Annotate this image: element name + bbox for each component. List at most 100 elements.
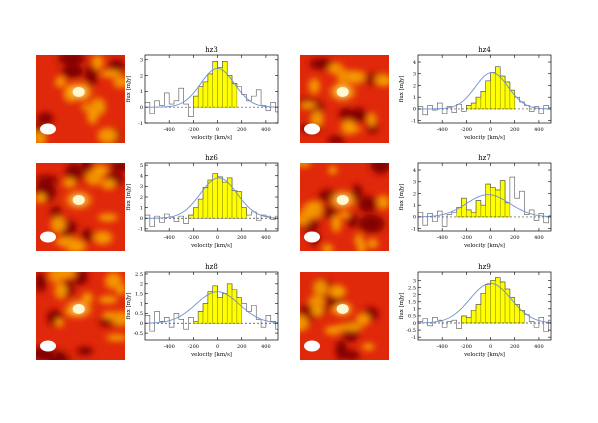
x-tick-label: 400: [534, 344, 544, 350]
intensity-map: [300, 163, 389, 251]
y-tick-label: 3: [413, 278, 416, 284]
y-tick-label: 3: [140, 184, 143, 190]
spectrum-bar: [241, 207, 247, 219]
x-axis-label: velocity [km/s]: [190, 243, 232, 249]
y-axis-label: flux [mJy]: [399, 184, 405, 211]
spectrum-bar: [217, 176, 223, 219]
spectrum-bar: [466, 209, 472, 218]
y-tick-label: 0.5: [408, 314, 416, 320]
gaussian-fit: [418, 194, 551, 218]
spectrum-bar: [509, 297, 515, 324]
x-tick-label: 400: [534, 235, 544, 241]
gaussian-fit: [145, 291, 278, 324]
spectrum-bar: [217, 67, 223, 108]
spectrum-bar: [193, 207, 199, 219]
spectrum-bar: [207, 73, 213, 108]
y-tick-label: 0: [413, 321, 416, 327]
y-axis-label: flux [mJy]: [126, 76, 132, 103]
x-tick-label: -200: [188, 344, 199, 350]
spectrum-bar: [480, 293, 486, 324]
spectrum-bar: [236, 191, 242, 219]
spectrum-bar: [475, 96, 482, 110]
y-axis-label: flux [mJy]: [399, 76, 405, 103]
beam-ellipse: [304, 231, 320, 243]
spectrum-bar: [490, 187, 496, 218]
spectrum-bar: [226, 75, 233, 108]
spectrum-bar: [222, 181, 228, 219]
spectrum-bar: [217, 297, 223, 324]
spectrum-bar: [212, 173, 218, 219]
panel-title: hz4: [478, 46, 491, 54]
x-axis-label: velocity [km/s]: [190, 352, 232, 358]
x-tick-label: 0: [216, 127, 219, 133]
y-tick-label: -1: [411, 226, 416, 232]
y-tick-label: 2: [140, 73, 143, 79]
y-tick-label: 3: [413, 180, 416, 186]
panel-title: hz7: [478, 154, 491, 162]
histogram-line: [418, 176, 551, 227]
spectrum-bar: [202, 303, 209, 324]
y-tick-label: -0.5: [406, 328, 416, 334]
spectrum-bar: [504, 202, 511, 218]
x-tick-label: -200: [461, 235, 472, 241]
y-axis-label: flux [mJy]: [399, 293, 405, 320]
y-tick-label: 1: [413, 95, 416, 101]
histogram-line: [145, 173, 278, 228]
spectrum-bar: [490, 72, 496, 110]
spectrum-bar: [470, 310, 477, 324]
spectrum-plot: -400 -200 0 200 400 -0.5 0 0.5 1 1.5 2 2.5 hz8 veloci…: [126, 263, 279, 358]
spectrum-bar: [475, 304, 482, 324]
y-tick-label: 2: [140, 282, 143, 288]
panel-title: hz8: [205, 263, 218, 271]
x-axis-label: velocity [km/s]: [463, 243, 505, 249]
beam-ellipse: [304, 123, 320, 135]
y-tick-label: 1: [413, 307, 416, 313]
y-tick-label: 4: [413, 168, 416, 174]
gaussian-fit: [418, 72, 551, 110]
x-tick-label: 400: [534, 127, 544, 133]
x-tick-label: 200: [510, 235, 520, 241]
x-tick-label: 200: [237, 235, 247, 241]
spectrum-bar: [222, 61, 228, 108]
x-tick-label: 400: [261, 127, 271, 133]
spectrum-bar: [485, 80, 491, 110]
spectrum-bar: [485, 284, 491, 324]
x-axis-label: velocity [km/s]: [463, 135, 505, 141]
y-axis-label: flux [mJy]: [126, 293, 132, 320]
y-tick-label: 0: [140, 321, 143, 327]
spectrum-bar: [495, 66, 501, 110]
gaussian-fit: [145, 68, 278, 108]
gaussian-fit: [145, 177, 278, 219]
spectrum-bar: [461, 315, 467, 324]
y-tick-label: -1: [138, 227, 143, 233]
x-tick-label: 0: [489, 235, 492, 241]
y-tick-label: 2.5: [408, 285, 416, 291]
x-tick-label: 200: [237, 344, 247, 350]
spectrum-bar: [490, 280, 496, 324]
y-tick-label: 4: [140, 174, 143, 180]
spectrum-plot: -400 -200 0 200 400 -1 0 1 2 3 4 5 hz6 velocity [km/s…: [126, 154, 279, 249]
x-tick-label: -400: [164, 344, 175, 350]
y-tick-label: 1: [413, 203, 416, 209]
y-tick-label: -0.5: [133, 331, 143, 337]
y-tick-label: 0: [140, 216, 143, 222]
spectrum-bar: [480, 91, 486, 110]
x-axis-label: velocity [km/s]: [190, 135, 232, 141]
x-tick-label: -200: [461, 127, 472, 133]
panel-title: hz6: [205, 154, 218, 162]
spectrum-bar: [207, 291, 213, 324]
spectrum-bar: [197, 86, 204, 108]
x-tick-label: -400: [164, 127, 175, 133]
intensity-map: [36, 55, 125, 143]
spectrum-plot: -400 -200 0 200 400-1-0.500.511.522.53hz9vel…: [399, 263, 552, 358]
y-tick-label: 3: [413, 72, 416, 78]
spectrum-plot: -400 -200 0 200 400 -1 0 1 2 3 4 hz7 velocity [km/s]…: [399, 154, 552, 249]
y-tick-label: 2: [413, 292, 416, 298]
y-tick-label: 2: [413, 83, 416, 89]
x-tick-label: 200: [510, 127, 520, 133]
spectrum-bar: [499, 75, 506, 110]
spectrum-bar: [231, 289, 238, 324]
x-tick-label: 0: [489, 344, 492, 350]
spectrum-bar: [480, 204, 486, 218]
